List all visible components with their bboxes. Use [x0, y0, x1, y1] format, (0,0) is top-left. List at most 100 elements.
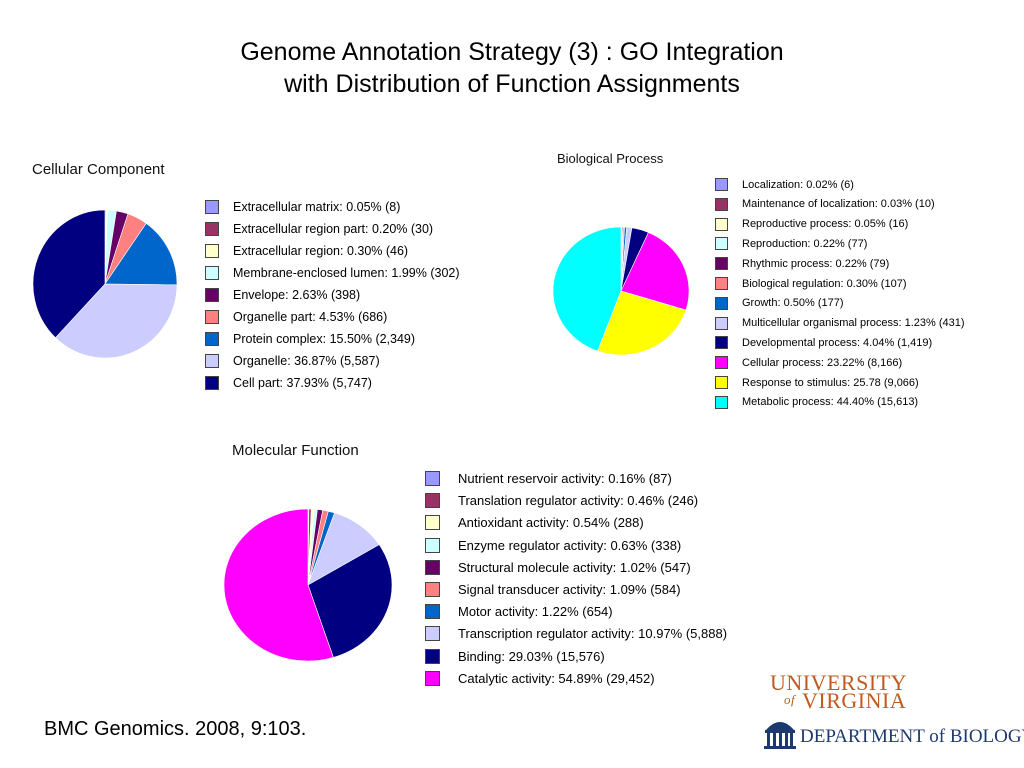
biological-process-legend-item: Maintenance of localization: 0.03% (10) [715, 197, 935, 211]
biological-process-legend-item: Response to stimulus: 25.78 (9,066) [715, 376, 919, 389]
cellular-component-legend-label: Extracellular region part: 0.20% (30) [233, 222, 434, 236]
molecular-function-legend-swatch [425, 626, 440, 642]
molecular-function-legend-item: Catalytic activity: 54.89% (29,452) [425, 670, 655, 686]
biological-process-legend-swatch [715, 395, 728, 409]
biological-process-legend-item: Localization: 0.02% (6) [715, 178, 854, 191]
cellular-component-legend: Extracellular matrix: 0.05% (8) Extracell… [205, 200, 495, 392]
molecular-function-legend-swatch [425, 604, 440, 620]
biological-process-legend-label: Rhythmic process: 0.22% (79) [742, 257, 890, 270]
department-name: DEPARTMENT of BIOLOGY [800, 726, 1024, 747]
cellular-component-legend-swatch [205, 222, 219, 236]
university-line-2: VIRGINIA [802, 688, 907, 713]
biological-process-legend-item: Multicellular organismal process: 1.23% … [715, 316, 965, 330]
biological-process-legend-swatch [715, 376, 728, 389]
biological-process-legend-swatch [715, 356, 728, 370]
molecular-function-legend-swatch [425, 582, 440, 597]
cellular-component-legend-label: Extracellular region: 0.30% (46) [233, 244, 409, 258]
molecular-function-slice-8 [307, 544, 393, 658]
molecular-function-legend-item: Structural molecule activity: 1.02% (547… [425, 559, 691, 575]
cellular-component-legend-label: Cell part: 37.93% (5,747) [233, 376, 372, 390]
cellular-component-legend-label: Extracellular matrix: 0.05% (8) [233, 200, 401, 214]
biological-process-legend: Localization: 0.02% (6) Maintenance of lo… [715, 178, 1015, 413]
slide-title: Genome Annotation Strategy (3) : GO Inte… [0, 36, 1024, 100]
biological-process-legend-swatch [715, 217, 728, 231]
cellular-component-legend-item: Membrane-enclosed lumen: 1.99% (302) [205, 266, 460, 280]
cellular-component-legend-label: Membrane-enclosed lumen: 1.99% (302) [233, 266, 460, 280]
molecular-function-legend-swatch [425, 537, 440, 553]
slide-title-line-1: Genome Annotation Strategy (3) : GO Inte… [240, 38, 784, 66]
molecular-function-legend-item: Transcription regulator activity: 10.97%… [425, 626, 728, 642]
university-of: of [784, 692, 796, 707]
biological-process-slice-9 [620, 232, 690, 311]
biological-process-legend-swatch [715, 178, 728, 191]
molecular-function-legend-label: Nutrient reservoir activity: 0.16% (87) [458, 471, 672, 486]
citation: BMC Genomics. 2008, 9:103. [44, 718, 307, 740]
biological-process-title: Biological Process [557, 151, 664, 166]
molecular-function-legend-swatch [425, 648, 440, 664]
molecular-function-legend-label: Catalytic activity: 54.89% (29,452) [458, 670, 655, 686]
cellular-component-legend-label: Protein complex: 15.50% (2,349) [233, 332, 416, 346]
cellular-component-legend-swatch [205, 310, 219, 324]
molecular-function-legend-label: Translation regulator activity: 0.46% (2… [458, 493, 699, 509]
molecular-function-slice-9 [223, 508, 334, 662]
cellular-component-legend-label: Envelope: 2.63% (398) [233, 288, 361, 302]
cellular-component-slice-6 [104, 222, 178, 286]
molecular-function-legend-swatch [425, 493, 440, 509]
biological-process-legend-label: Growth: 0.50% (177) [742, 297, 844, 310]
university-line-1: UNIVERSITY [770, 670, 907, 695]
cellular-component-legend-swatch [205, 376, 219, 390]
biological-process-legend-swatch [715, 237, 728, 251]
molecular-function-legend-swatch [425, 559, 440, 575]
biological-process-legend-swatch [715, 296, 728, 310]
cellular-component-legend-item: Organelle: 36.87% (5,587) [205, 354, 380, 368]
cellular-component-legend-swatch [205, 332, 219, 346]
biological-process-legend-item: Metabolic process: 44.40% (15,613) [715, 395, 919, 409]
cellular-component-legend-swatch [205, 354, 219, 368]
biological-process-legend-item: Biological regulation: 0.30% (107) [715, 277, 907, 290]
biological-process-legend-swatch [715, 197, 728, 211]
biological-process-legend-label: Developmental process: 4.04% (1,419) [742, 336, 933, 349]
molecular-function-legend: Nutrient reservoir activity: 0.16% (87) T… [425, 471, 770, 693]
cellular-component-legend-swatch [205, 244, 219, 258]
molecular-function-legend-item: Enzyme regulator activity: 0.63% (338) [425, 537, 681, 553]
biological-process-legend-item: Rhythmic process: 0.22% (79) [715, 257, 890, 271]
molecular-function-legend-item: Motor activity: 1.22% (654) [425, 604, 613, 620]
molecular-function-legend-label: Transcription regulator activity: 10.97%… [458, 626, 728, 642]
biological-process-legend-swatch [715, 277, 728, 290]
cellular-component-legend-item: Extracellular region part: 0.20% (30) [205, 222, 433, 236]
molecular-function-legend-swatch [425, 471, 440, 486]
biological-process-legend-item: Developmental process: 4.04% (1,419) [715, 336, 933, 350]
biological-process-legend-label: Reproductive process: 0.05% (16) [742, 218, 909, 231]
biological-process-legend-swatch [715, 336, 728, 350]
biological-process-legend-label: Biological regulation: 0.30% (107) [742, 277, 907, 290]
molecular-function-legend-swatch [425, 515, 440, 531]
molecular-function-legend-label: Structural molecule activity: 1.02% (547… [458, 559, 691, 575]
biological-process-slice-10 [597, 290, 687, 356]
molecular-function-legend-label: Binding: 29.03% (15,576) [458, 648, 605, 664]
biological-process-legend-label: Response to stimulus: 25.78 (9,066) [742, 376, 919, 389]
biological-process-legend-label: Multicellular organismal process: 1.23% … [742, 317, 965, 330]
biological-process-legend-label: Cellular process: 23.22% (8,166) [742, 356, 903, 369]
molecular-function-legend-label: Antioxidant activity: 0.54% (288) [458, 515, 644, 531]
biological-process-legend-label: Reproduction: 0.22% (77) [742, 237, 868, 250]
biological-process-legend-item: Cellular process: 23.22% (8,166) [715, 356, 903, 370]
cellular-component-legend-item: Protein complex: 15.50% (2,349) [205, 332, 415, 346]
biological-process-legend-label: Metabolic process: 44.40% (15,613) [742, 396, 919, 409]
biological-process-legend-swatch [715, 257, 728, 271]
molecular-function-legend-label: Signal transducer activity: 1.09% (584) [458, 582, 681, 597]
cellular-component-legend-label: Organelle: 36.87% (5,587) [233, 354, 380, 368]
cellular-component-legend-item: Cell part: 37.93% (5,747) [205, 376, 372, 390]
cellular-component-legend-item: Extracellular matrix: 0.05% (8) [205, 200, 400, 214]
molecular-function-legend-item: Signal transducer activity: 1.09% (584) [425, 582, 681, 597]
cellular-component-slice-7 [55, 283, 178, 359]
molecular-function-title: Molecular Function [232, 442, 359, 459]
molecular-function-legend-item: Translation regulator activity: 0.46% (2… [425, 493, 699, 509]
department-logo: UNIVERSITY of VIRGINIA DEPARTMENT of BIO… [760, 668, 1024, 758]
cellular-component-pie [32, 209, 178, 359]
biological-process-legend-label: Localization: 0.02% (6) [742, 178, 854, 191]
cellular-component-legend-item: Envelope: 2.63% (398) [205, 288, 360, 302]
cellular-component-legend-swatch [205, 200, 219, 214]
molecular-function-legend-item: Antioxidant activity: 0.54% (288) [425, 515, 644, 531]
biological-process-legend-label: Maintenance of localization: 0.03% (10) [742, 198, 935, 211]
molecular-function-legend-swatch [425, 670, 440, 686]
